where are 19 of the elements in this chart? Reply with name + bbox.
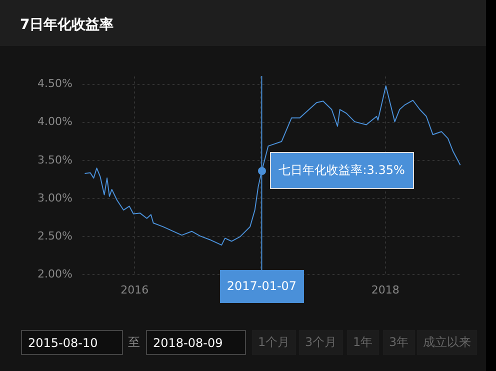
- text: 2015-08-10: [21, 330, 123, 355]
- text: 3个月: [299, 330, 343, 355]
- y-tick-label: 2.00%: [38, 268, 72, 280]
- text: 1年: [347, 330, 379, 355]
- x-tick-label: 2018: [371, 284, 400, 296]
- x-tick-label: 2016: [120, 284, 149, 296]
- text: 至: [128, 334, 141, 351]
- y-tick-label: 4.00%: [38, 115, 72, 128]
- text: 1个月: [252, 330, 296, 355]
- y-tick-label: 2.50%: [38, 229, 72, 242]
- y-tick-label: 4.50%: [38, 77, 72, 90]
- ref-line-label: 2017-01-07: [220, 270, 304, 303]
- text: 2018-08-09: [146, 330, 246, 355]
- y-tick-label: 3.00%: [38, 191, 72, 204]
- annotation: 七日年化收益率:3.35%: [270, 152, 414, 190]
- text: 成立以来: [417, 330, 477, 355]
- text: 3年: [383, 330, 415, 355]
- chart-title: 7日年化收益率: [20, 16, 114, 34]
- y-tick-label: 3.50%: [38, 153, 72, 166]
